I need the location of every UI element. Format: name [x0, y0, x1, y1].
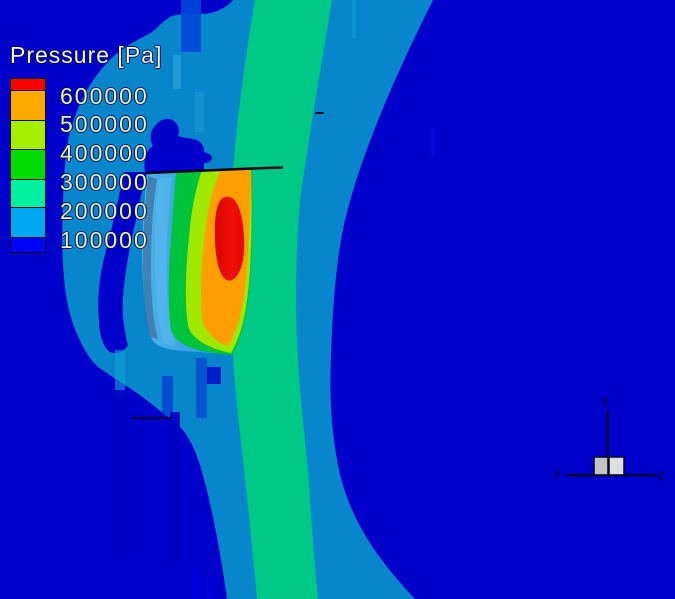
- capsule-rim-edge: [145, 166, 284, 175]
- capsule-highlight: [154, 176, 176, 346]
- edge-dash-2: [132, 417, 172, 419]
- dark-streak-3: [192, 568, 200, 599]
- wake-streak-1: [162, 376, 173, 420]
- dark-streak-4: [205, 577, 213, 599]
- wake-streak-2: [196, 358, 207, 418]
- recirculation-pocket-upper: [144, 118, 212, 172]
- wake-streak-light: [115, 350, 125, 398]
- flow-streak-light-3: [352, 0, 356, 38]
- edge-dash-1: [315, 112, 324, 114]
- dark-streak-1: [113, 390, 127, 552]
- flow-streak-top: [181, 0, 201, 52]
- flow-streak-light-1: [173, 55, 181, 89]
- dark-streak-5: [431, 128, 435, 156]
- capsule-stagnation-core: [214, 196, 245, 281]
- wake-pocket: [207, 367, 221, 384]
- recirculation-pocket-left: [98, 172, 147, 354]
- dark-streak-2: [170, 412, 180, 562]
- capsule-body-group: [142, 166, 284, 355]
- mid-shock-band: [229, 0, 332, 599]
- flow-streak-light-2: [195, 92, 204, 132]
- capsule-flank-shadow: [142, 176, 158, 339]
